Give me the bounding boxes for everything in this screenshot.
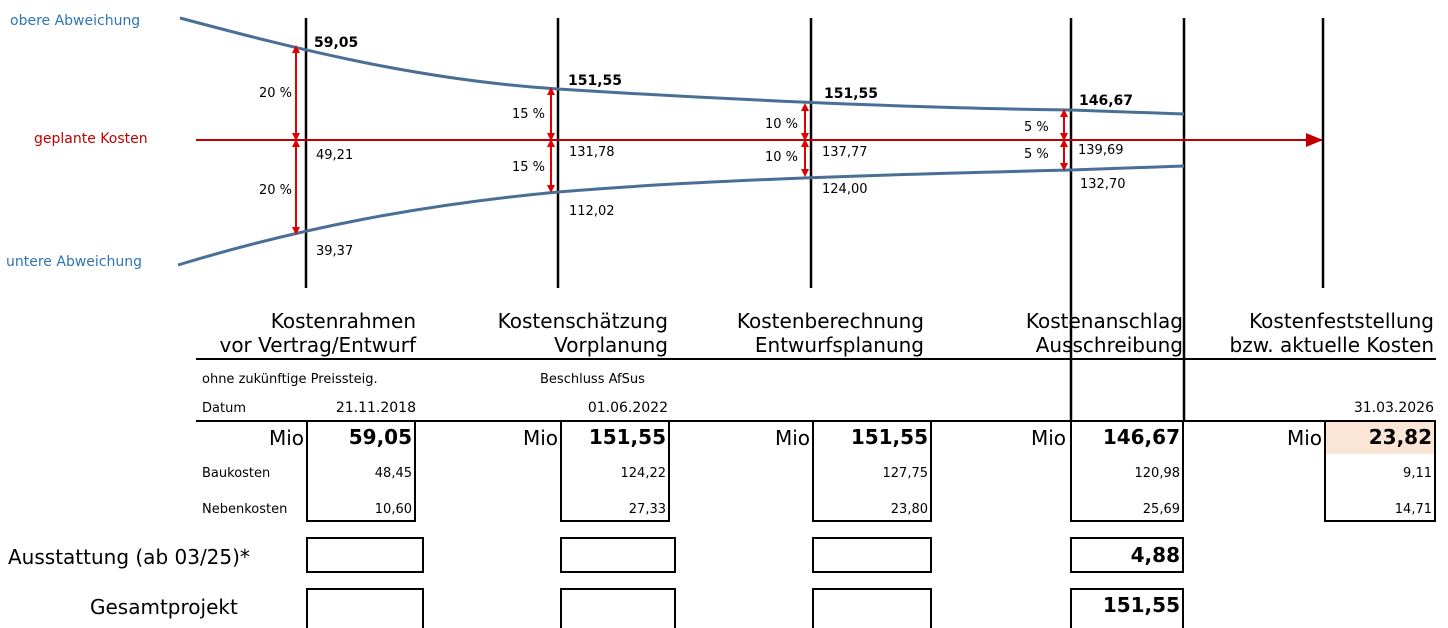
baukosten-value: 48,45 <box>374 466 412 481</box>
ausstattung-box <box>560 537 676 573</box>
upper-deviation-curve <box>179 16 1185 116</box>
upper-value-label: 146,67 <box>1079 93 1134 109</box>
tolerance-label: 5 % <box>1024 120 1049 135</box>
phase-heading-kostenrahmen: Kostenrahmen vor Vertrag/Entwurf <box>219 309 416 357</box>
header-rule <box>196 358 1436 360</box>
total-value: 23,82 <box>1368 425 1432 449</box>
tolerance-label: 5 % <box>1024 147 1049 162</box>
date-value: 01.06.2022 <box>587 400 668 416</box>
gesamt-box <box>560 588 676 628</box>
nebenkosten-label: Nebenkosten <box>202 502 288 517</box>
gesamt-value: 151,55 <box>1102 593 1180 617</box>
cost-box <box>560 420 670 522</box>
lower-deviation-curve <box>177 164 1185 267</box>
unit-label: Mio <box>1286 426 1322 450</box>
baukosten-value: 124,22 <box>620 466 667 481</box>
phase-heading-kostenberechnung: Kostenberechnung Entwurfsplanung <box>736 309 924 357</box>
tolerance-label: 15 % <box>512 160 546 175</box>
baukosten-value: 9,11 <box>1403 466 1432 481</box>
cost-box <box>1070 420 1184 522</box>
planned-value-label: 139,69 <box>1078 143 1124 158</box>
gesamt-box <box>812 588 932 628</box>
cost-box <box>812 420 932 522</box>
cost-box <box>1324 420 1436 522</box>
upper-value-label: 151,55 <box>568 73 623 89</box>
tolerance-label: 20 % <box>259 86 293 101</box>
lower-deviation-label: untere Abweichung <box>6 254 142 270</box>
gesamtprojekt-label: Gesamtprojekt <box>90 595 238 619</box>
unit-label: Mio <box>1030 426 1066 450</box>
upper-value-label: 59,05 <box>314 35 359 51</box>
total-value: 59,05 <box>348 425 412 449</box>
total-value: 151,55 <box>588 425 666 449</box>
lower-value-label: 132,70 <box>1080 177 1126 192</box>
note-kostenschaetzung: Beschluss AfSus <box>540 372 645 387</box>
date-label: Datum <box>202 401 246 416</box>
total-value: 146,67 <box>1102 425 1180 449</box>
ausstattung-box <box>1070 537 1184 573</box>
note-kostenrahmen: ohne zukünftige Preissteig. <box>202 372 378 387</box>
phase-heading-kostenschaetzung: Kostenschätzung Vorplanung <box>497 309 668 357</box>
lower-value-label: 39,37 <box>316 244 354 259</box>
nebenkosten-value: 27,33 <box>628 502 666 517</box>
nebenkosten-value: 23,80 <box>890 502 928 517</box>
gesamt-box <box>306 588 424 628</box>
tolerance-label: 20 % <box>259 183 293 198</box>
lower-value-label: 112,02 <box>569 204 615 219</box>
planned-value-label: 137,77 <box>822 145 868 160</box>
baukosten-label: Baukosten <box>202 466 271 481</box>
date-value: 31.03.2026 <box>1353 400 1434 416</box>
tolerance-label: 15 % <box>512 107 546 122</box>
lower-value-label: 124,00 <box>822 182 868 197</box>
planned-value-label: 131,78 <box>569 145 615 160</box>
planned-cost-label: geplante Kosten <box>34 131 148 147</box>
baukosten-value: 127,75 <box>882 466 929 481</box>
upper-value-label: 151,55 <box>824 86 879 102</box>
unit-label: Mio <box>522 426 558 450</box>
cost-box <box>306 420 416 522</box>
baukosten-value: 120,98 <box>1134 466 1181 481</box>
ausstattung-box <box>812 537 932 573</box>
upper-deviation-label: obere Abweichung <box>10 13 141 29</box>
tolerance-label: 10 % <box>765 150 799 165</box>
phase-heading-kostenfeststellung: Kostenfeststellung bzw. aktuelle Kosten <box>1229 309 1434 357</box>
ausstattung-box <box>306 537 424 573</box>
unit-label: Mio <box>774 426 810 450</box>
phase-heading-kostenanschlag: Kostenanschlag Ausschreibung <box>1025 309 1183 357</box>
tolerance-label: 10 % <box>765 117 799 132</box>
nebenkosten-value: 25,69 <box>1142 502 1180 517</box>
nebenkosten-value: 14,71 <box>1394 502 1432 517</box>
unit-label: Mio <box>268 426 304 450</box>
planned-value-label: 49,21 <box>316 148 354 163</box>
total-value: 151,55 <box>850 425 928 449</box>
ausstattung-value: 4,88 <box>1130 543 1180 567</box>
date-value: 21.11.2018 <box>335 400 416 416</box>
ausstattung-label: Ausstattung (ab 03/25)* <box>8 545 250 569</box>
gesamt-box <box>1070 588 1184 628</box>
highlight-cell <box>1326 422 1434 454</box>
nebenkosten-value: 10,60 <box>374 502 412 517</box>
